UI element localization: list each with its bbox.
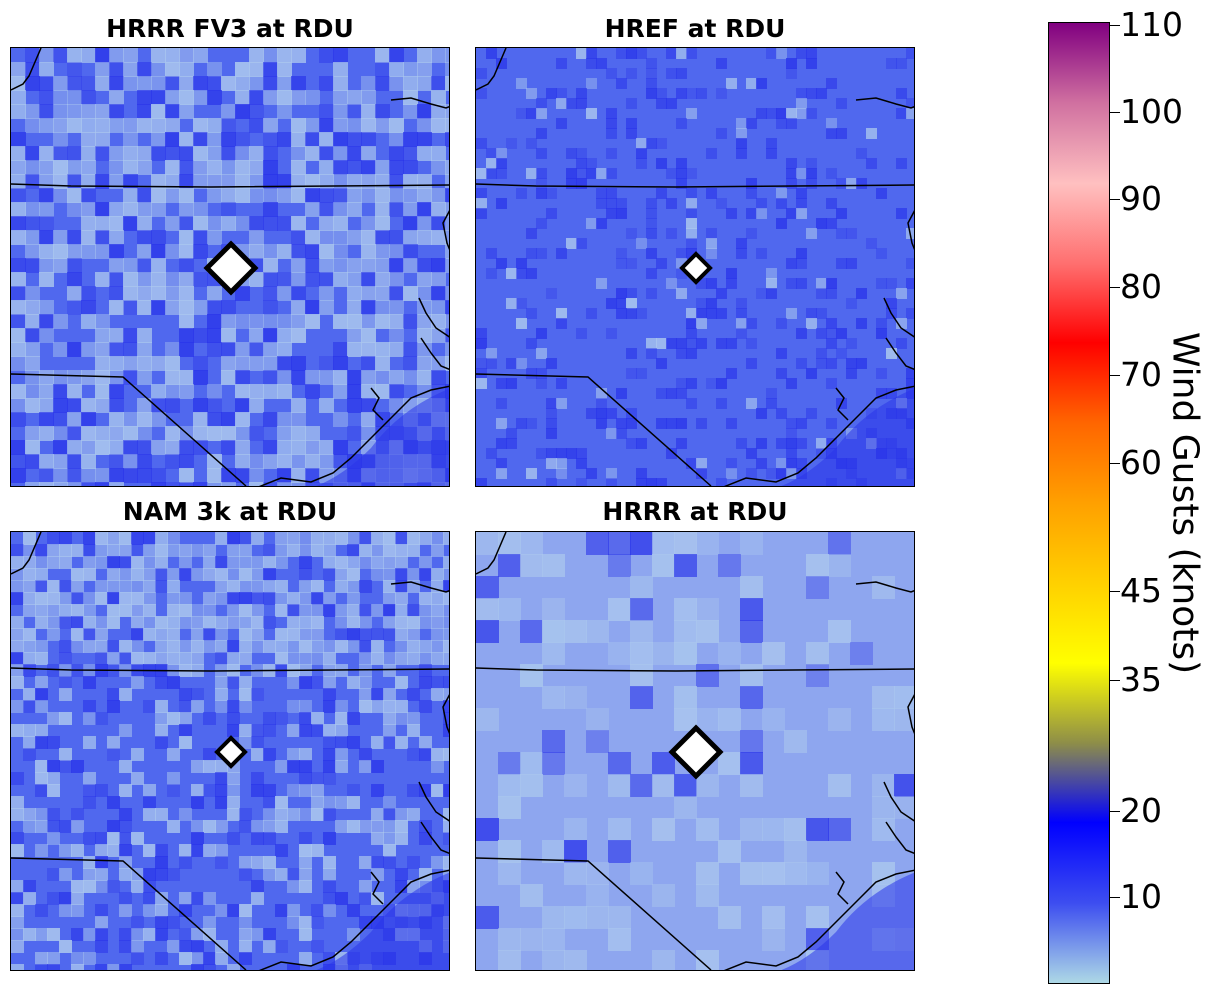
rdu-station-marker	[668, 724, 724, 780]
colorbar	[1048, 22, 1110, 984]
colorbar-label: Wind Gusts (knots)	[1164, 331, 1206, 675]
colorbar-tick-label: 110	[1120, 5, 1183, 44]
panel-title-hrrr: HRRR at RDU	[602, 497, 788, 526]
colorbar-tick-mark	[1110, 897, 1120, 898]
wind-field-cells	[476, 48, 914, 486]
map-panel-hrrr-fv3	[10, 47, 450, 487]
map-canvas	[11, 532, 449, 970]
colorbar-tick-mark	[1110, 591, 1120, 592]
colorbar-tick-label: 60	[1120, 443, 1162, 482]
map-canvas	[476, 48, 914, 486]
state-boundaries	[476, 48, 914, 486]
colorbar-tick-label: 35	[1120, 660, 1162, 699]
colorbar-tick-label: 45	[1120, 571, 1162, 610]
ocean-area	[316, 872, 449, 970]
colorbar-tick-mark	[1110, 287, 1120, 288]
colorbar-tick-mark	[1110, 199, 1120, 200]
colorbar-tick-mark	[1110, 680, 1120, 681]
rdu-station-marker	[679, 251, 713, 285]
panel-title-href: HREF at RDU	[604, 14, 786, 43]
rdu-station-marker	[203, 240, 259, 296]
colorbar-tick-mark	[1110, 375, 1120, 376]
rdu-station-marker	[214, 735, 248, 769]
state-boundaries	[11, 532, 449, 970]
panel-title-nam-3k: NAM 3k at RDU	[122, 497, 338, 526]
colorbar-tick-label: 70	[1120, 355, 1162, 394]
colorbar-tick-label: 10	[1120, 877, 1162, 916]
colorbar-tick-label: 20	[1120, 791, 1162, 830]
colorbar-tick-mark	[1110, 25, 1120, 26]
colorbar-tick-label: 100	[1120, 92, 1183, 131]
map-canvas	[476, 532, 914, 970]
map-panel-nam-3k	[10, 531, 450, 971]
map-panel-hrrr	[475, 531, 915, 971]
ocean-area	[316, 388, 449, 486]
map-panel-href	[475, 47, 915, 487]
colorbar-tick-mark	[1110, 811, 1120, 812]
ocean-area	[781, 388, 914, 486]
colorbar-tick-mark	[1110, 463, 1120, 464]
state-boundaries	[476, 532, 914, 970]
colorbar-tick-mark	[1110, 112, 1120, 113]
state-boundaries	[11, 48, 449, 486]
map-canvas	[11, 48, 449, 486]
colorbar-tick-label: 90	[1120, 179, 1162, 218]
panel-title-hrrr-fv3: HRRR FV3 at RDU	[106, 14, 354, 43]
ocean-area	[781, 872, 914, 970]
wind-field-cells	[11, 532, 449, 970]
colorbar-tick-label: 80	[1120, 267, 1162, 306]
